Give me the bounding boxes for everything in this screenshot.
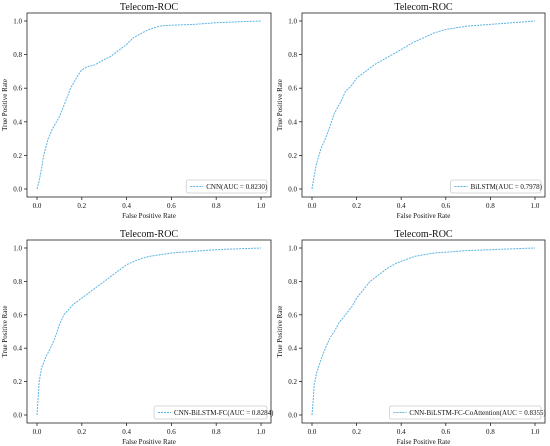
x-tick-label: 0.6	[441, 202, 450, 210]
x-tick-label: 0.8	[486, 428, 495, 436]
y-tick-label: 0.0	[288, 186, 297, 194]
y-tick-label: 0.6	[13, 311, 22, 319]
legend-label: BiLSTM(AUC = 0.7978)	[471, 183, 543, 191]
plot-frame	[26, 12, 272, 198]
y-tick-label: 0.4	[288, 345, 297, 353]
x-tick-label: 0.4	[122, 428, 131, 436]
chart-title: Telecom-ROC	[394, 2, 453, 13]
legend: BiLSTM(AUC = 0.7978)	[450, 179, 543, 194]
x-tick-label: 0.8	[212, 202, 221, 210]
legend: CNN-BiLSTM-FC-CoAttention(AUC = 0.8355)	[389, 405, 546, 420]
y-tick-label: 1.0	[13, 18, 22, 26]
legend-box	[450, 179, 542, 194]
roc-curve	[311, 247, 536, 416]
y-tick-label: 0.8	[13, 51, 22, 59]
roc-curve	[311, 20, 536, 190]
y-tick-label: 0.8	[288, 51, 297, 59]
roc-panel-4: Telecom-ROC 0.0 0.2 0.4 0.6 0.8 1.0 0.0 0.2 0.4 0.…	[276, 229, 546, 446]
y-tick-label: 0.0	[13, 186, 22, 194]
plot-frame	[301, 239, 546, 424]
legend-label: CNN(AUC = 0.8230)	[206, 183, 268, 191]
y-tick-label: 0.8	[288, 278, 297, 286]
legend-label: CNN-BiLSTM-FC(AUC = 0.8284)	[174, 409, 274, 417]
chart-title: Telecom-ROC	[120, 229, 179, 240]
x-tick-label: 0.2	[77, 202, 86, 210]
x-tick-label: 1.0	[257, 202, 266, 210]
chart-title: Telecom-ROC	[120, 2, 179, 13]
x-tick-label: 1.0	[531, 202, 540, 210]
x-tick-label: 0.0	[33, 428, 42, 436]
y-tick-label: 0.0	[13, 412, 22, 420]
x-tick-label: 0.4	[397, 202, 406, 210]
legend-box	[185, 179, 268, 194]
y-tick-label: 0.8	[13, 278, 22, 286]
y-axis-label: True Positive Rate	[276, 306, 284, 358]
x-tick-label: 0.6	[441, 428, 450, 436]
x-tick-label: 0.6	[167, 428, 176, 436]
y-tick-label: 0.6	[13, 85, 22, 93]
y-tick-label: 1.0	[13, 245, 22, 253]
legend-box	[153, 405, 268, 420]
x-tick-label: 0.4	[397, 428, 406, 436]
x-tick-label: 0.2	[352, 428, 361, 436]
x-tick-label: 1.0	[257, 428, 266, 436]
roc-panel-1: Telecom-ROC 0.0 0.2 0.4 0.6 0.8 1.0 0.0 0.2 0.4 0.…	[1, 2, 272, 220]
roc-panel-2: Telecom-ROC 0.0 0.2 0.4 0.6 0.8 1.0 0.0 0.2 0.4 0.…	[276, 2, 546, 220]
x-axis-label: False Positive Rate	[397, 212, 451, 220]
y-tick-label: 0.2	[13, 152, 22, 160]
x-tick-label: 0.0	[308, 428, 317, 436]
x-tick-label: 0.8	[486, 202, 495, 210]
y-tick-label: 0.6	[288, 311, 297, 319]
y-tick-label: 0.4	[13, 345, 22, 353]
x-axis-label: False Positive Rate	[122, 438, 176, 446]
y-axis-label: True Positive Rate	[276, 79, 284, 131]
legend-label: CNN-BiLSTM-FC-CoAttention(AUC = 0.8355)	[409, 409, 546, 417]
y-tick-label: 0.4	[13, 118, 22, 126]
y-axis-label: True Positive Rate	[1, 306, 9, 358]
x-tick-label: 0.0	[33, 202, 42, 210]
plot-frame	[301, 12, 546, 198]
legend: CNN(AUC = 0.8230)	[185, 179, 268, 194]
y-tick-label: 0.2	[288, 378, 297, 386]
x-tick-label: 1.0	[531, 428, 540, 436]
chart-title: Telecom-ROC	[394, 229, 453, 240]
x-tick-label: 0.6	[167, 202, 176, 210]
x-tick-label: 0.2	[352, 202, 361, 210]
x-axis-label: False Positive Rate	[122, 212, 176, 220]
legend-box	[389, 405, 542, 420]
roc-curve	[36, 20, 262, 190]
x-tick-label: 0.2	[77, 428, 86, 436]
y-tick-label: 0.6	[288, 85, 297, 93]
x-axis-label: False Positive Rate	[397, 438, 451, 446]
y-tick-label: 0.2	[288, 152, 297, 160]
y-tick-label: 0.2	[13, 378, 22, 386]
y-tick-label: 0.4	[288, 118, 297, 126]
y-tick-label: 1.0	[288, 18, 297, 26]
roc-panel-3: Telecom-ROC 0.0 0.2 0.4 0.6 0.8 1.0 0.0 0.2 0.4 0.…	[1, 229, 274, 446]
plot-frame	[26, 239, 272, 424]
legend: CNN-BiLSTM-FC(AUC = 0.8284)	[153, 405, 274, 420]
y-tick-label: 0.0	[288, 412, 297, 420]
x-tick-label: 0.4	[122, 202, 131, 210]
y-tick-label: 1.0	[288, 245, 297, 253]
x-tick-label: 0.0	[308, 202, 317, 210]
x-tick-label: 0.8	[212, 428, 221, 436]
roc-curve	[36, 247, 262, 416]
y-axis-label: True Positive Rate	[1, 79, 9, 131]
